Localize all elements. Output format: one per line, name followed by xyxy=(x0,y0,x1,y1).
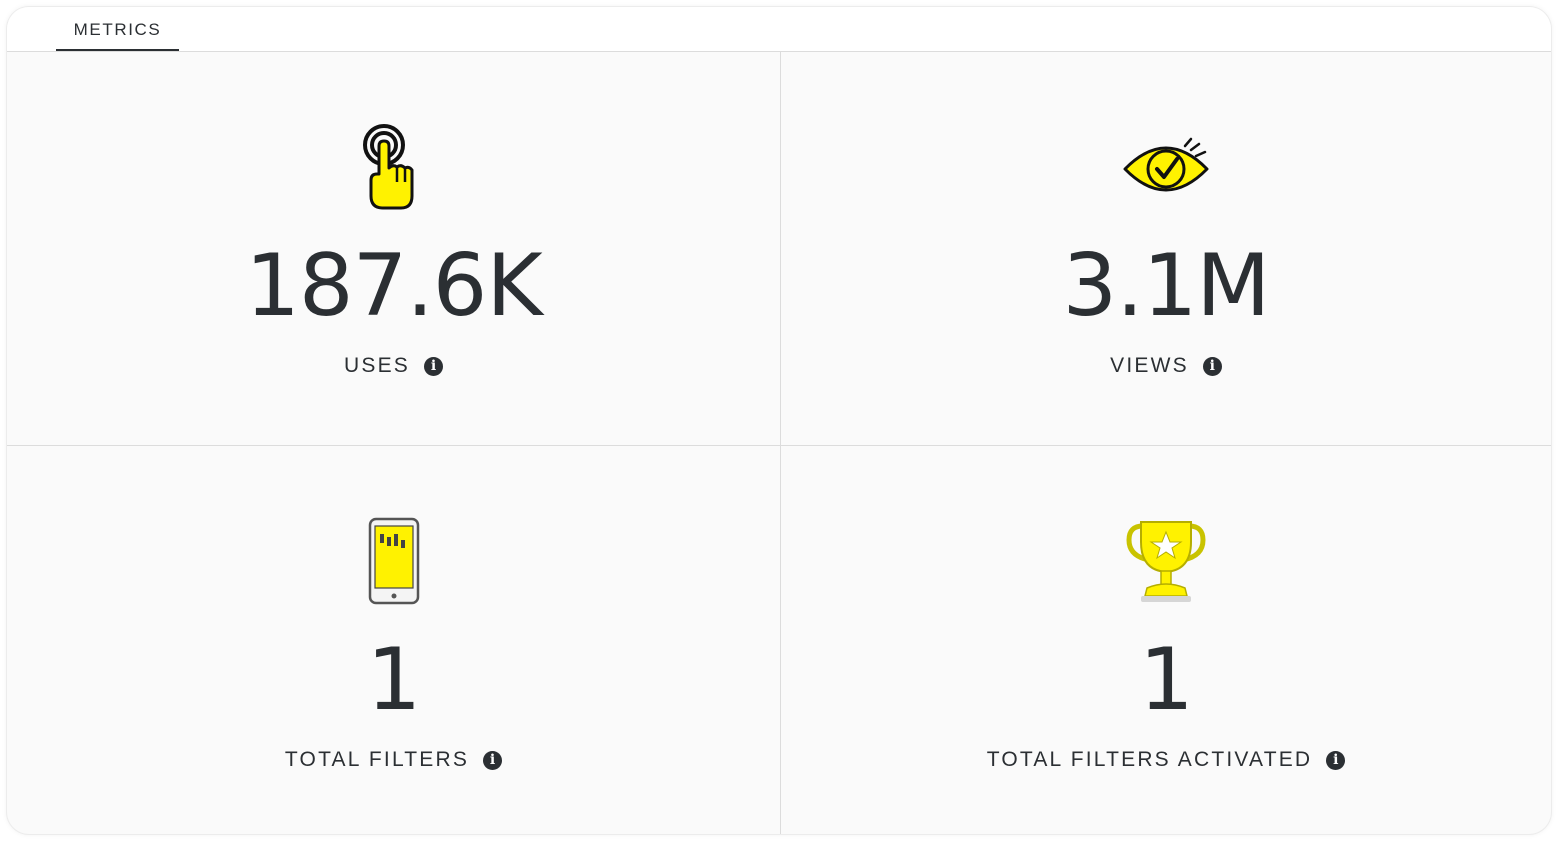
metric-value: 187.6K xyxy=(245,236,543,336)
metric-label: USES xyxy=(344,354,410,377)
tab-bar: METRICS xyxy=(7,7,1551,52)
info-icon[interactable]: i xyxy=(1326,751,1346,770)
metric-label-row: TOTAL FILTERS ACTIVATED i xyxy=(781,746,1551,774)
metric-total-filters-activated: 1 TOTAL FILTERS ACTIVATED i xyxy=(781,446,1551,834)
metric-value: 1 xyxy=(366,630,422,730)
metric-value: 3.1M xyxy=(1062,236,1271,336)
phone-icon xyxy=(349,516,439,606)
tab-metrics[interactable]: METRICS xyxy=(56,7,179,51)
info-icon[interactable]: i xyxy=(1202,357,1222,376)
metric-label: VIEWS xyxy=(1110,354,1189,377)
info-icon[interactable]: i xyxy=(424,357,443,376)
metric-uses: 187.6K USES i xyxy=(7,52,780,445)
metrics-grid: 187.6K USES i 3.1M VIEWS i xyxy=(7,52,1551,834)
trophy-icon xyxy=(1121,516,1211,606)
metric-label-row: USES i xyxy=(7,352,780,380)
grid-divider-horizontal xyxy=(7,445,1551,446)
metric-total-filters: 1 TOTAL FILTERS i xyxy=(7,446,780,834)
grid-divider-vertical xyxy=(780,52,781,834)
tap-hand-icon xyxy=(349,122,439,212)
eye-check-icon xyxy=(1121,122,1211,212)
metric-label-row: VIEWS i xyxy=(781,352,1551,380)
metric-value: 1 xyxy=(1139,630,1194,730)
metric-label: TOTAL FILTERS xyxy=(284,748,470,771)
metric-label: TOTAL FILTERS ACTIVATED xyxy=(986,748,1313,771)
info-icon[interactable]: i xyxy=(483,751,503,770)
metric-label-row: TOTAL FILTERS i xyxy=(7,746,780,774)
metrics-card: METRICS 187.6K USES i xyxy=(7,7,1551,834)
metric-views: 3.1M VIEWS i xyxy=(781,52,1551,445)
